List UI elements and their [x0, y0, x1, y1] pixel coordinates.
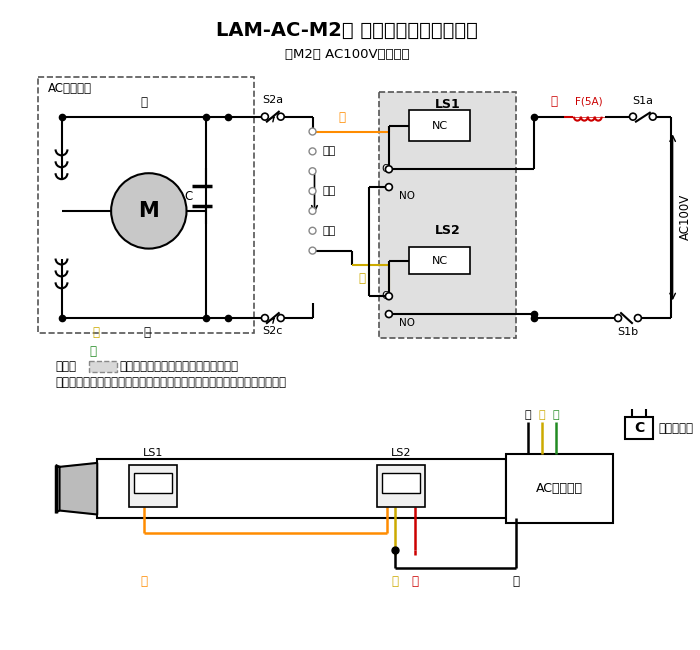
Text: 黒: 黒 [524, 410, 531, 421]
Text: 黒: 黒 [512, 575, 519, 588]
Circle shape [261, 113, 268, 120]
Text: M: M [139, 201, 159, 221]
Bar [409, 246, 470, 274]
Circle shape [309, 168, 316, 175]
Text: ACモーター: ACモーター [536, 482, 583, 495]
Text: 赤: 赤 [550, 95, 557, 108]
Text: LS2: LS2 [391, 448, 411, 458]
Circle shape [629, 113, 636, 120]
Text: （M2型 AC100Vの場合）: （M2型 AC100Vの場合） [285, 47, 410, 60]
Text: 黄: 黄 [391, 575, 398, 588]
Text: S1b: S1b [617, 327, 638, 337]
Text: C: C [382, 164, 389, 174]
Bar [382, 473, 420, 493]
Text: 赤: 赤 [411, 575, 418, 588]
Circle shape [650, 113, 657, 120]
Text: F(5A): F(5A) [575, 97, 603, 107]
Text: NC: NC [431, 121, 447, 131]
Bar [90, 361, 117, 372]
Text: LS2: LS2 [435, 224, 461, 237]
Text: S1a: S1a [632, 96, 653, 106]
Text: 黒: 黒 [141, 96, 148, 109]
Circle shape [309, 188, 316, 194]
Bar [134, 473, 172, 493]
Bar [625, 417, 653, 439]
Text: LS1: LS1 [143, 448, 163, 458]
Bar [97, 459, 506, 519]
Circle shape [615, 315, 622, 322]
Text: S2c: S2c [262, 326, 283, 336]
Circle shape [277, 113, 284, 120]
Bar [377, 465, 425, 506]
Circle shape [386, 166, 393, 173]
Circle shape [309, 207, 316, 214]
Circle shape [634, 315, 641, 322]
Text: LAM-AC-M2型 電動シリンダー回路図: LAM-AC-M2型 電動シリンダー回路図 [216, 21, 478, 40]
Text: （注）: （注） [55, 360, 76, 373]
Text: NO: NO [399, 318, 415, 328]
Bar [506, 454, 613, 523]
Text: AC100V: AC100V [678, 194, 692, 240]
Bar [38, 77, 254, 333]
Text: C: C [382, 291, 389, 301]
Text: 白: 白 [144, 326, 150, 339]
Text: NO: NO [399, 191, 415, 201]
Text: S2a: S2a [262, 95, 284, 105]
Text: 黄: 黄 [92, 326, 99, 339]
Polygon shape [60, 463, 97, 515]
Text: C: C [634, 421, 644, 436]
Text: 停止: 停止 [323, 186, 336, 196]
Text: コンデンサ: コンデンサ [659, 422, 694, 435]
Bar [409, 110, 470, 142]
Text: 緑: 緑 [90, 345, 97, 358]
Circle shape [386, 311, 393, 318]
Circle shape [309, 247, 316, 254]
Circle shape [386, 184, 393, 190]
Circle shape [309, 227, 316, 234]
Text: 内は電動シリンダーで最後退時の状態: 内は電動シリンダーで最後退時の状態 [119, 360, 238, 373]
Text: ACモーター: ACモーター [48, 82, 92, 95]
Circle shape [309, 128, 316, 135]
Text: 橙: 橙 [339, 111, 346, 124]
Circle shape [261, 315, 268, 322]
Circle shape [277, 315, 284, 322]
Text: LS1: LS1 [435, 98, 461, 111]
Text: 後退: 後退 [323, 226, 336, 236]
Text: （注）動作が逆の動きをする場合モータ線の黒、黄を入れ替えて下さい。: （注）動作が逆の動きをする場合モータ線の黒、黄を入れ替えて下さい。 [55, 376, 286, 389]
Bar [379, 92, 516, 338]
Text: 橙: 橙 [141, 575, 148, 588]
Circle shape [111, 173, 186, 248]
Bar [129, 465, 176, 506]
Text: 前進: 前進 [323, 146, 336, 157]
Circle shape [386, 292, 393, 300]
Text: C: C [184, 190, 192, 203]
Text: 黄: 黄 [538, 410, 545, 421]
Circle shape [309, 148, 316, 155]
Text: 緑: 緑 [552, 410, 559, 421]
Text: 黄: 黄 [358, 272, 365, 285]
Text: NC: NC [431, 255, 447, 265]
